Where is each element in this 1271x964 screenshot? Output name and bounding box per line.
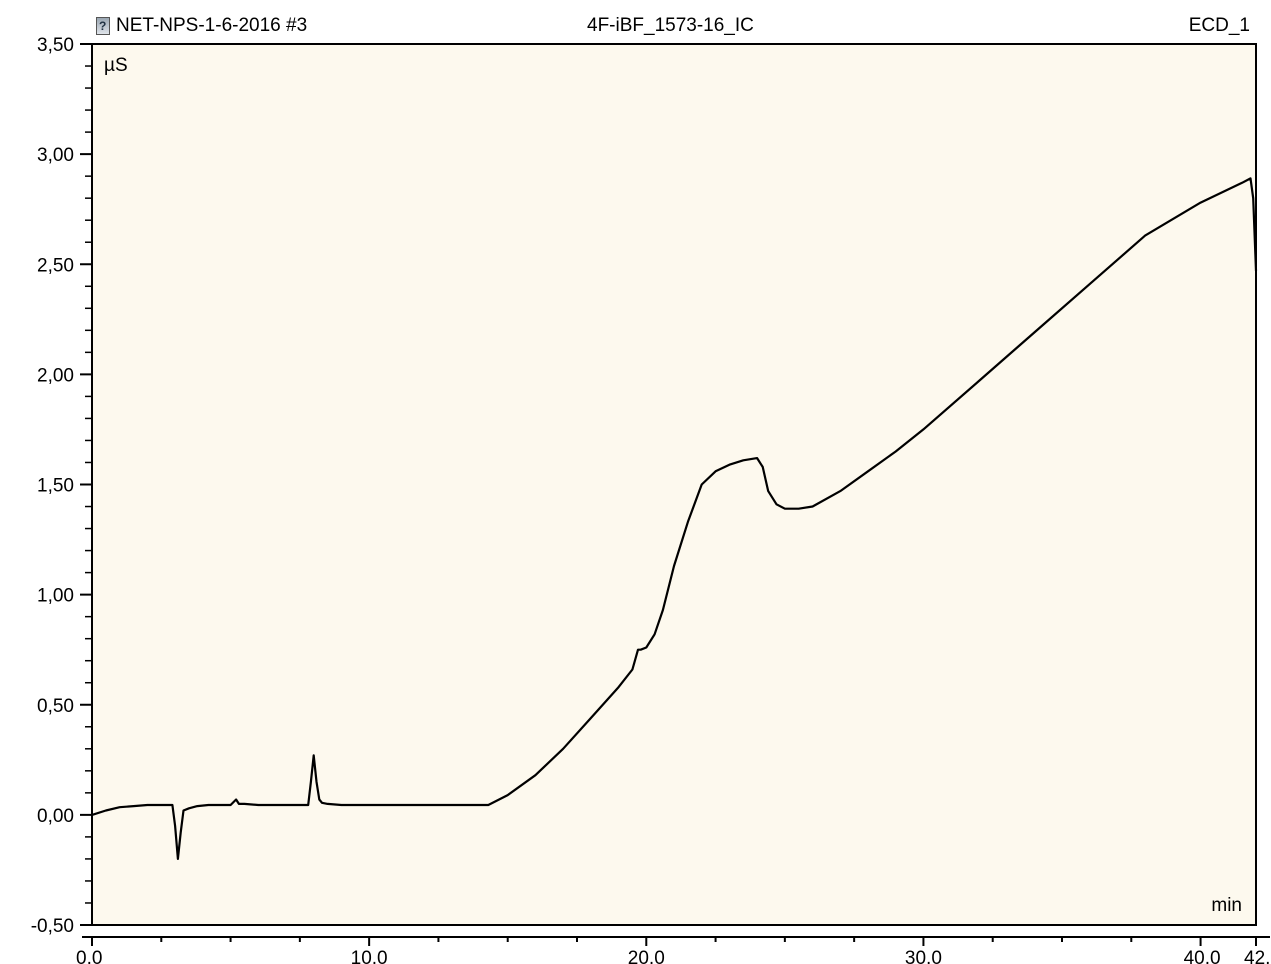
sequence-name: NET-NPS-1-6-2016 #3 [116,15,308,36]
x-tick-label: 40,0 [1184,948,1221,964]
x-tick-label: 0,0 [76,948,102,964]
y-tick-label: -0,50 [31,916,74,937]
y-tick-label: 2,00 [37,365,74,386]
y-tick-label: 0,50 [37,696,74,717]
plot-frame [91,43,1257,926]
x-axis-label: min [1211,895,1242,916]
y-axis-label: µS [104,55,128,76]
x-tick-label: 42,0 [1244,948,1271,964]
y-tick-label: 1,00 [37,586,74,607]
sample-name: 4F-iBF_1573-16_IC [587,15,754,36]
x-tick-label: 10,0 [351,948,388,964]
plot-area [92,44,1256,925]
y-tick-label: 3,50 [37,35,74,56]
y-tick-label: 2,50 [37,255,74,276]
x-axis-ticks: 0,0 10,0 20,0 30,0 40,0 42,0 [76,937,1271,964]
sequence-title: NET-NPS-1-6-2016 #3 [96,14,307,38]
x-tick-label: 20,0 [628,948,665,964]
y-tick-label: 3,00 [37,145,74,166]
y-tick-label: 1,50 [37,476,74,497]
series-layer [91,177,1258,860]
series-line [91,177,1258,860]
y-tick-label: 0,00 [37,806,74,827]
channel-name: ECD_1 [1188,15,1250,36]
x-tick-label: 30,0 [905,948,942,964]
document-question-icon [96,17,110,35]
y-axis-ticks: -0,50 0,00 0,50 1,00 1,50 2,00 2,50 3,00 3,50 [31,35,92,937]
